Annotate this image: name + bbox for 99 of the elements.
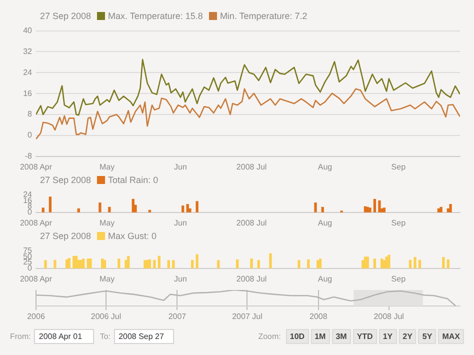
bar <box>167 260 170 268</box>
x-tick-label: Sep <box>391 274 406 284</box>
bar <box>364 256 367 268</box>
legend-label: Min. Temperature: 7.2 <box>220 11 308 21</box>
y-tick-label: 24 <box>23 68 33 77</box>
zoom-button: MAX <box>438 328 464 344</box>
y-tick-label: 40 <box>23 26 33 36</box>
zoom-button: 10D <box>286 328 309 344</box>
x-tick-label: Jun <box>174 162 187 172</box>
bar <box>314 202 317 212</box>
bar <box>100 258 104 268</box>
x-tick-label: 2008 Jul <box>374 312 404 322</box>
bar <box>362 260 364 268</box>
bar <box>127 256 130 268</box>
y-tick-label: 0 <box>28 208 33 217</box>
bar <box>172 260 175 268</box>
bar <box>318 258 322 268</box>
y-tick-label: 32 <box>23 46 33 56</box>
bar <box>440 206 442 212</box>
bar <box>89 258 92 268</box>
text: Zoom: <box>258 332 281 340</box>
bar <box>72 256 76 268</box>
bar <box>196 201 198 212</box>
bar <box>68 258 70 268</box>
x-tick-label: 2008 Apr <box>20 274 52 284</box>
bar <box>74 256 78 268</box>
bar <box>44 260 47 268</box>
bar <box>442 257 445 268</box>
legend-label: Total Rain: 0 <box>108 175 158 185</box>
bar <box>388 254 390 268</box>
bar <box>98 202 102 212</box>
legend-title: 27 Sep 2008 <box>40 231 92 241</box>
bar <box>54 260 56 268</box>
bar <box>373 198 376 212</box>
bar <box>82 258 85 268</box>
bar <box>257 260 260 268</box>
x-tick-label: May <box>100 218 115 228</box>
x-tick-label: 2007 <box>168 312 187 322</box>
zoom-button: YTD <box>352 328 377 344</box>
bar <box>368 208 372 212</box>
bar <box>108 206 111 212</box>
bar <box>42 208 44 212</box>
bar <box>373 258 376 268</box>
legend-title: 27 Sep 2008 <box>40 175 92 185</box>
x-tick-label: Aug <box>318 162 332 172</box>
bar <box>382 208 386 212</box>
bar <box>366 256 369 268</box>
date-field: 2008 Sep 27 <box>114 328 174 344</box>
zoom-button: 3M <box>332 328 351 344</box>
zoom-button: 2Y <box>398 328 416 344</box>
y-tick-label: 0 <box>28 130 33 140</box>
legend-label: Max Gust: 0 <box>108 231 157 241</box>
y-tick-label: 0 <box>28 264 33 273</box>
x-tick-label: 2006 <box>27 312 46 322</box>
bar <box>188 208 192 212</box>
bar <box>298 260 300 268</box>
text: From: <box>10 332 31 340</box>
bar <box>364 206 367 212</box>
zoom-button: 1M <box>310 328 330 344</box>
x-tick-label: Jun <box>174 274 187 284</box>
bar <box>378 200 381 212</box>
x-tick-label: Aug <box>318 218 332 228</box>
date-field: 2008 Apr 01 <box>34 328 94 344</box>
bar <box>449 204 452 212</box>
bar <box>196 254 198 268</box>
x-tick-label: 2007 Jul <box>232 312 263 322</box>
bar <box>316 260 320 268</box>
zoom-button: 5Y <box>418 328 436 344</box>
bar <box>48 196 52 212</box>
y-tick-label: 8 <box>28 110 33 119</box>
bar <box>217 260 220 268</box>
zoom-button: 1Y <box>378 328 397 344</box>
x-tick-label: May <box>100 274 115 284</box>
bar <box>158 256 161 268</box>
x-tick-label: Jun <box>174 218 187 228</box>
bar <box>385 256 388 268</box>
x-tick-label: 2008 Jul <box>236 162 267 172</box>
x-tick-label: Sep <box>391 218 406 228</box>
x-tick-label: 2008 Jul <box>236 274 267 284</box>
x-tick-label: 2008 Apr <box>20 218 52 228</box>
bar <box>269 253 272 268</box>
x-tick-label: 2008 Jul <box>236 218 267 228</box>
x-tick-label: 2006 Jul <box>90 312 122 322</box>
bar <box>118 258 120 268</box>
x-tick-label: May <box>100 162 115 172</box>
x-tick-label: Sep <box>391 162 406 172</box>
bar <box>414 257 416 268</box>
y-tick-label: 16 <box>23 88 33 98</box>
x-tick-label: 2008 <box>310 312 328 322</box>
legend-title: 27 Sep 2008 <box>40 11 92 21</box>
x-tick-label: 2008 Apr <box>20 162 52 172</box>
y-tick-label: -8 <box>24 152 33 161</box>
text: To: <box>100 332 111 340</box>
bar <box>250 258 253 268</box>
bar <box>144 260 146 268</box>
bar <box>380 258 384 268</box>
legend-label: Max. Temperature: 15.8 <box>108 11 203 21</box>
bar <box>153 260 156 268</box>
x-tick-label: Aug <box>318 274 332 284</box>
